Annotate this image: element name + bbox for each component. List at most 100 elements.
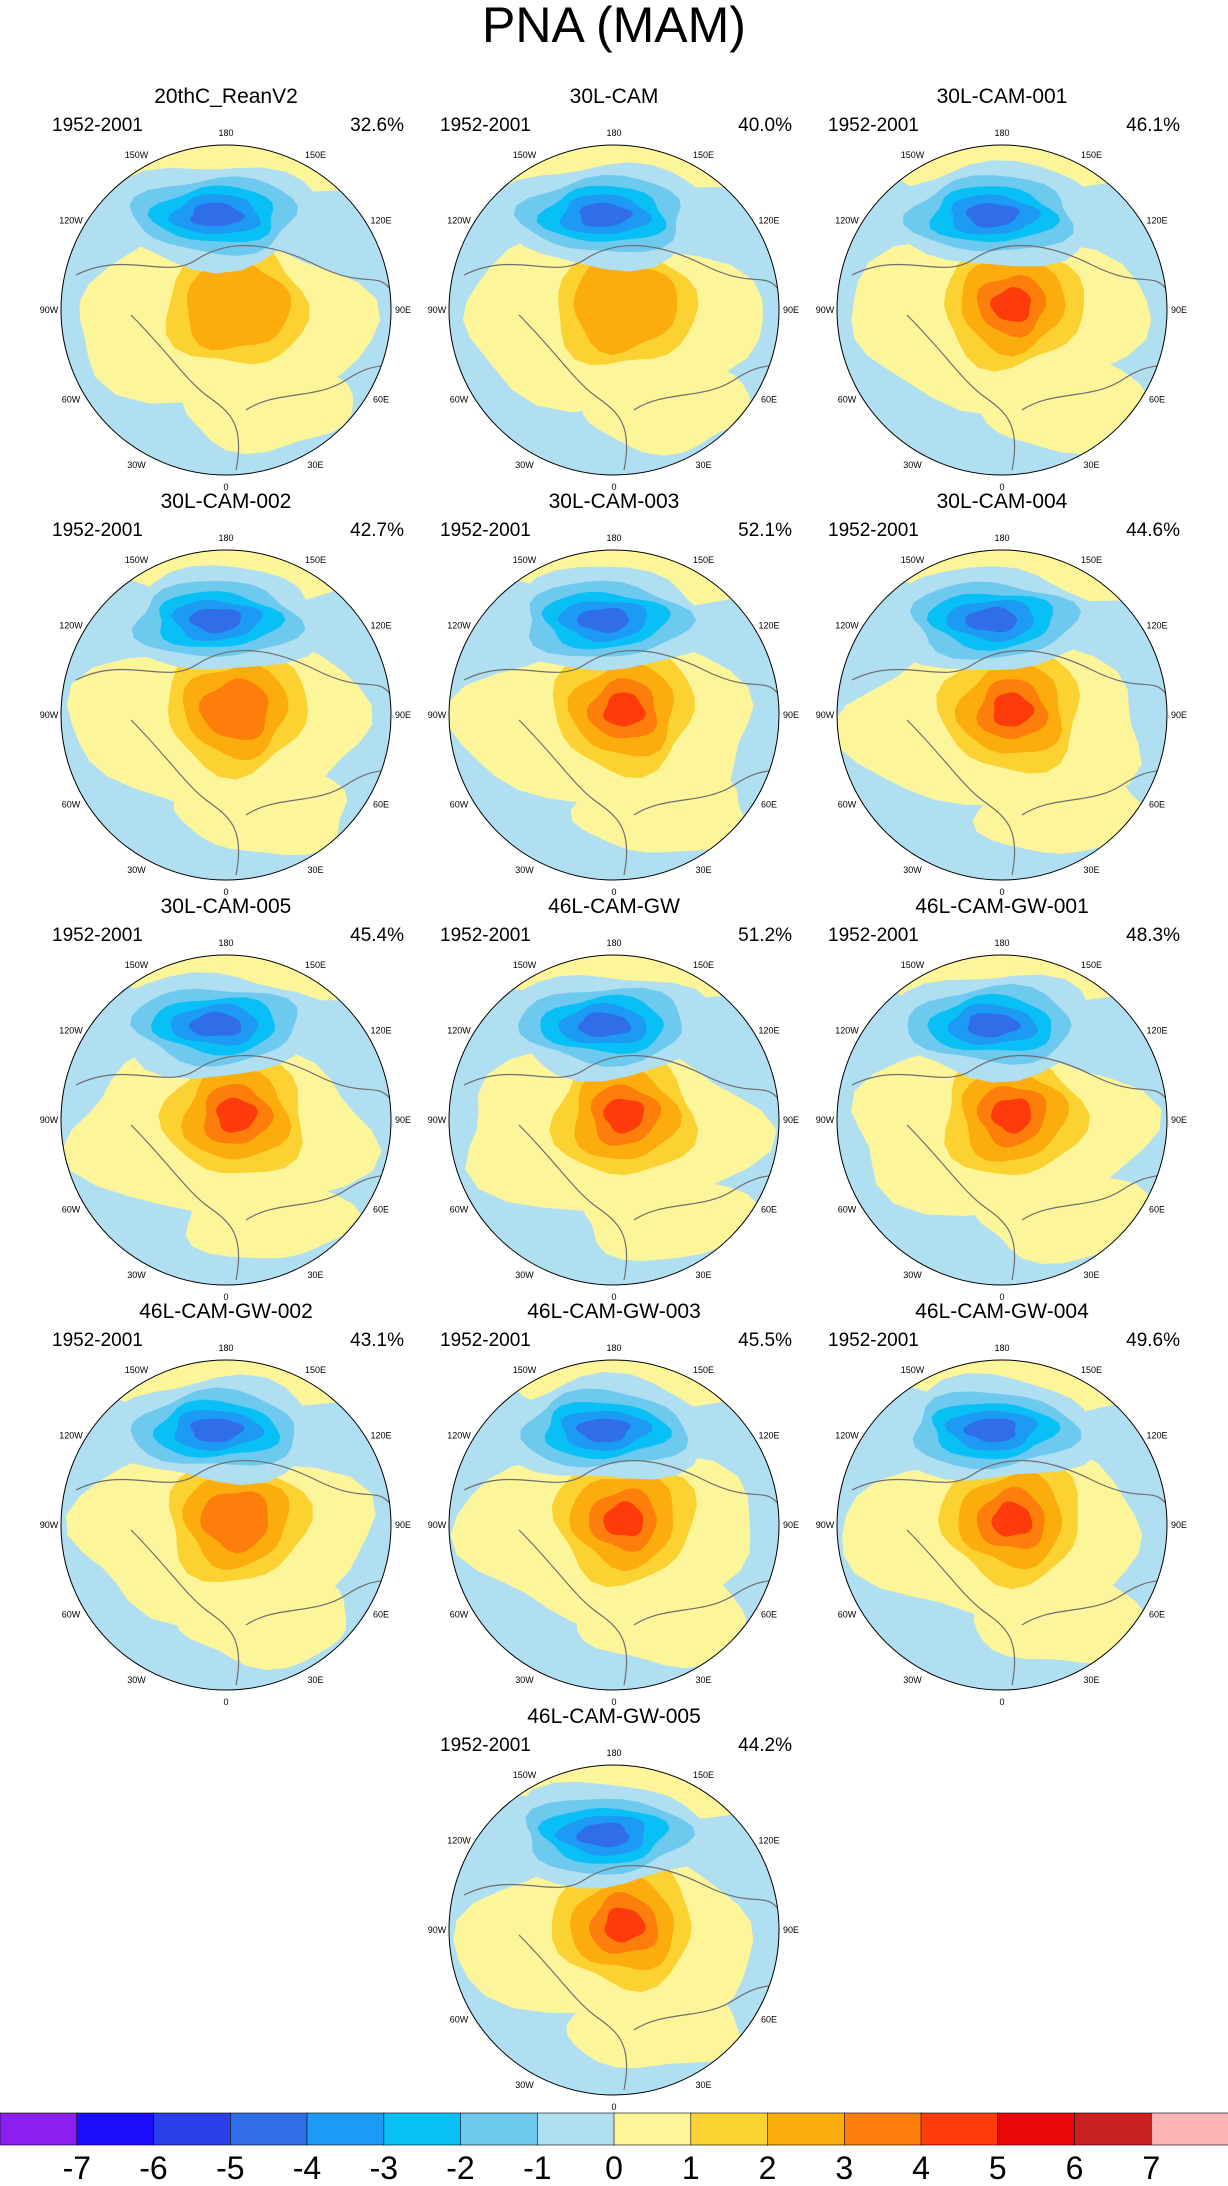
lon-label: 60W (62, 1610, 81, 1620)
lon-label: 30W (903, 1270, 922, 1280)
lon-label: 90W (428, 305, 447, 315)
lon-label: 120E (758, 1836, 779, 1846)
positive-patch (173, 762, 348, 855)
lon-label: 120E (1146, 621, 1167, 631)
colorbar-swatch (1151, 2112, 1228, 2146)
map-boundary (60, 954, 392, 1286)
map-field (61, 145, 391, 475)
map-boundary (836, 144, 1168, 476)
positive-patch (176, 1577, 347, 1670)
lon-label: 90E (1171, 710, 1187, 720)
polar-map: 180 150E 120E 90E 60E 30E 0 30W 60W 90W 120W 150W (816, 128, 1187, 492)
polar-map: 180 150E 120E 90E 60E 30E 0 30W 60W 90W 120W 150W (40, 938, 411, 1302)
positive-core-level-2 (573, 257, 678, 355)
lon-label: 30E (695, 2080, 711, 2090)
polar-map: 180 150E 120E 90E 60E 30E 0 30W 60W 90W 120W 150W (40, 533, 411, 897)
lon-label: 150E (693, 555, 714, 565)
lon-label: 60W (838, 1205, 857, 1215)
coastline (518, 314, 628, 471)
lon-label: 180 (606, 1748, 621, 1758)
coastline (906, 1529, 1016, 1686)
coastline (75, 1055, 391, 1101)
lon-label: 0 (999, 1292, 1004, 1302)
lon-label: 60W (62, 1205, 81, 1215)
lon-label: 30E (695, 1270, 711, 1280)
colorbar-swatch (536, 2112, 615, 2146)
colorbar-label: 2 (759, 2150, 777, 2186)
lon-label: 30W (515, 1270, 534, 1280)
panel-percent: 49.6% (1126, 1330, 1180, 1351)
lon-label: 30E (307, 460, 323, 470)
coastline (851, 1055, 1167, 1101)
positive-patch (581, 363, 752, 456)
negative-core-level-5 (575, 1418, 631, 1443)
lon-label: 60W (62, 395, 81, 405)
positive-core-level-4 (990, 1098, 1031, 1134)
lon-label: 30E (695, 865, 711, 875)
lon-label: 30W (903, 1675, 922, 1685)
map-boundary (448, 549, 780, 881)
negative-core-level-5 (188, 1011, 242, 1036)
map-boundary (448, 1764, 780, 2096)
lon-label: 180 (994, 938, 1009, 948)
map-boundary (836, 549, 1168, 881)
lon-label: 30E (695, 460, 711, 470)
map-boundary (836, 1359, 1168, 1691)
lon-label: 120W (447, 1431, 471, 1441)
positive-core-level-3 (200, 1491, 269, 1554)
colorbar-swatch (230, 2112, 308, 2146)
negative-core-level-5 (190, 1418, 245, 1443)
lon-label: 60E (1149, 1205, 1165, 1215)
map-boundary (448, 954, 780, 1286)
positive-core-level-4 (603, 1501, 644, 1537)
negative-core-level-5 (962, 1418, 1016, 1443)
positive-core-level-4 (990, 287, 1031, 322)
polar-map: 180 150E 120E 90E 60E 30E 0 30W 60W 90W 120W 150W (428, 533, 799, 897)
map-boundary (60, 144, 392, 476)
lon-label: 0 (611, 482, 616, 492)
positive-core-level-4 (991, 1501, 1033, 1537)
lon-label: 150E (305, 555, 326, 565)
map-field (449, 1360, 779, 1690)
panel-years: 1952-2001 (440, 925, 531, 946)
map-panel: 30L-CAM-003 1952-2001 52.1% 180 150E 120E 90E 6… (424, 490, 804, 897)
lon-label: 30E (307, 1270, 323, 1280)
lon-label: 150W (513, 150, 537, 160)
panel-years: 1952-2001 (440, 1735, 531, 1756)
colorbar-label: 0 (605, 2150, 623, 2186)
lon-label: 120W (59, 1431, 83, 1441)
colorbar-label: -4 (293, 2150, 321, 2186)
panel-title: 46L-CAM-GW-003 (527, 1300, 701, 1323)
map-panel: 20thC_ReanV2 1952-2001 32.6% 180 150E 120E 90E… (36, 85, 416, 492)
colorbar-label: 5 (989, 2150, 1007, 2186)
lon-label: 30E (1083, 460, 1099, 470)
map-panel: 46L-CAM-GW-005 1952-2001 44.2% 180 150E 120E 9… (424, 1705, 804, 2112)
positive-patch (973, 1570, 1144, 1664)
colorbar-label: 7 (1142, 2150, 1160, 2186)
lon-label: 90E (395, 305, 411, 315)
lon-label: 60W (838, 800, 857, 810)
lon-label: 30W (515, 1675, 534, 1685)
negative-core-level-5 (967, 1013, 1021, 1038)
lon-label: 0 (999, 1697, 1004, 1707)
lon-label: 150E (1081, 555, 1102, 565)
lon-label: 180 (606, 938, 621, 948)
lon-label: 120E (758, 216, 779, 226)
colorbar-swatch (153, 2112, 232, 2146)
colorbar-label: 3 (835, 2150, 853, 2186)
lon-label: 30W (127, 865, 146, 875)
lon-label: 120W (835, 1431, 859, 1441)
negative-core-level-5 (579, 202, 633, 227)
lon-label: 30W (515, 865, 534, 875)
panel-title: 30L-CAM-005 (160, 895, 292, 918)
lon-label: 150W (513, 555, 537, 565)
panel-percent: 40.0% (738, 115, 792, 136)
colorbar-label: 6 (1066, 2150, 1084, 2186)
lon-label: 150E (1081, 1365, 1102, 1375)
lon-label: 150E (693, 150, 714, 160)
panel-years: 1952-2001 (440, 520, 531, 541)
negative-core-level-5 (965, 606, 1018, 633)
colorbar-swatch (76, 2112, 155, 2146)
panel-title: 30L-CAM-004 (936, 490, 1068, 513)
polar-map: 180 150E 120E 90E 60E 30E 0 30W 60W 90W 120W 150W (428, 938, 799, 1302)
